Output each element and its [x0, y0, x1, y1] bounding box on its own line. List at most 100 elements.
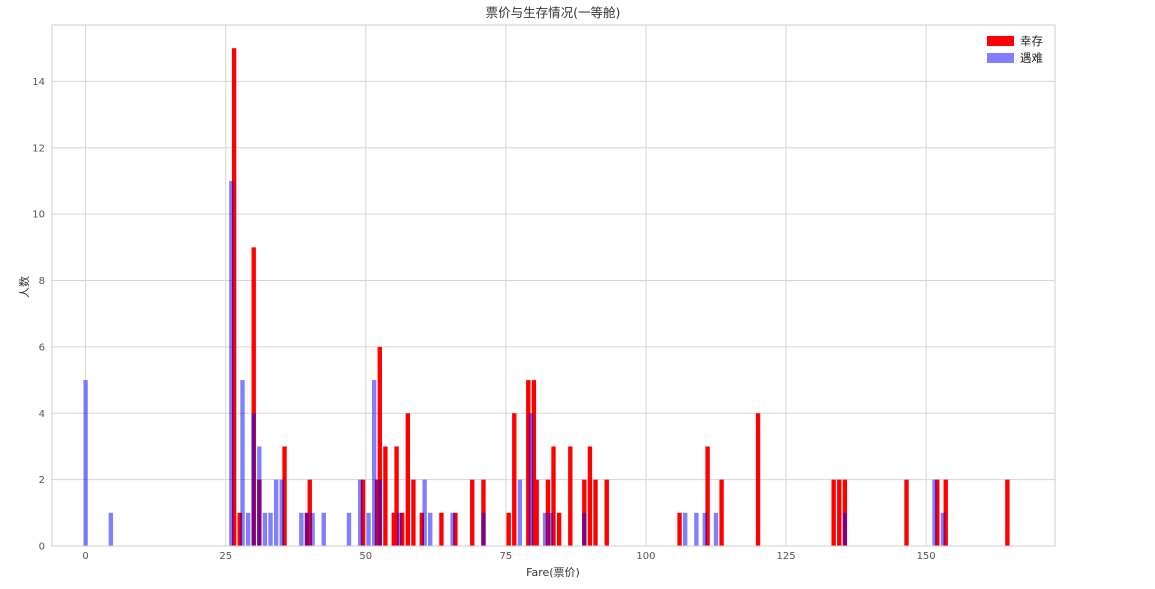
survived-bar — [383, 446, 388, 546]
survived-bar — [360, 479, 366, 546]
died-bar — [481, 512, 486, 546]
plot-frame — [51, 24, 1056, 547]
died-bar — [273, 479, 279, 546]
died-bar — [83, 380, 88, 546]
survived-bar — [904, 479, 909, 546]
died-bar — [257, 446, 262, 546]
survived-bar — [755, 413, 761, 546]
legend-label-survived: 幸存 — [1020, 34, 1043, 48]
survived-bar — [405, 413, 410, 546]
x-tick-label: 100 — [636, 551, 655, 562]
survived-bar — [556, 512, 562, 546]
survived-bar — [831, 479, 836, 546]
survived-bar — [705, 446, 710, 546]
died-bar — [358, 479, 363, 546]
died-bar — [682, 512, 688, 546]
survived-bar — [837, 479, 842, 546]
x-tick-label: 0 — [82, 551, 88, 562]
survived-bar — [1005, 479, 1010, 546]
survived-bars — [231, 48, 1010, 546]
y-tick-label: 6 — [39, 342, 45, 353]
survived-bar — [526, 380, 531, 546]
x-tick-label: 150 — [917, 551, 936, 562]
legend-swatch-survived — [987, 36, 1014, 46]
died-bar — [582, 512, 587, 546]
survived-bar — [582, 479, 587, 546]
died-bar — [528, 413, 534, 546]
died-bar — [940, 512, 946, 546]
died-bar — [279, 479, 284, 546]
died-bar — [548, 512, 553, 546]
survived-bar — [377, 346, 382, 546]
died-bars — [83, 180, 946, 546]
died-bar — [377, 479, 382, 546]
survived-bar — [481, 479, 486, 546]
died-bar — [372, 380, 377, 546]
survived-bar — [506, 512, 511, 546]
died-bar — [713, 512, 719, 546]
survived-bar — [374, 479, 380, 546]
survived-bar — [545, 479, 551, 546]
died-bar — [229, 180, 234, 546]
survived-bar — [587, 446, 593, 546]
chart-title: 票价与生存情况(一等舱) — [486, 5, 621, 20]
y-tick-label: 2 — [39, 475, 45, 486]
legend: 幸存 遇难 — [987, 34, 1043, 65]
died-bar — [299, 512, 304, 546]
survived-bar — [551, 446, 556, 546]
survived-bar — [677, 512, 682, 546]
survived-bar — [568, 446, 573, 546]
y-tick-label: 10 — [32, 210, 45, 221]
legend-label-died: 遇难 — [1020, 51, 1043, 65]
died-bar — [245, 512, 251, 546]
survived-bar — [531, 380, 537, 546]
y-tick-labels: 0 2 4 6 8 10 12 14 — [32, 77, 45, 553]
died-bar — [262, 512, 268, 546]
died-bar — [346, 512, 352, 546]
survived-bar — [604, 479, 609, 546]
x-tick-labels: 0 25 50 75 100 125 150 — [82, 551, 935, 562]
survived-bar — [282, 446, 287, 546]
survived-bar — [231, 48, 237, 546]
x-tick-label: 125 — [776, 551, 795, 562]
died-bar — [842, 512, 848, 546]
survived-bar — [394, 446, 399, 546]
survived-bar — [470, 479, 475, 546]
survived-bar — [419, 512, 425, 546]
y-tick-label: 0 — [39, 542, 45, 553]
survived-bar — [534, 479, 539, 546]
died-bar — [932, 479, 937, 546]
died-bar — [108, 512, 114, 546]
died-bar — [422, 479, 427, 546]
y-tick-label: 4 — [39, 409, 45, 420]
survived-bar — [391, 512, 396, 546]
died-bar — [321, 512, 326, 546]
survived-bar — [411, 479, 416, 546]
died-bar — [251, 413, 256, 546]
died-bar — [366, 512, 371, 546]
survived-bar — [237, 512, 242, 546]
y-tick-label: 8 — [39, 276, 45, 287]
survived-bar — [842, 479, 848, 546]
y-axis-label: 人数 — [18, 276, 31, 298]
y-tick-label: 12 — [32, 143, 45, 154]
survived-bar — [307, 479, 312, 546]
died-bar — [268, 512, 273, 546]
survived-bar — [719, 479, 724, 546]
died-bar — [304, 512, 310, 546]
y-tick-label: 14 — [32, 77, 45, 88]
survived-bar — [593, 479, 598, 546]
legend-swatch-died — [987, 53, 1014, 63]
died-bar — [702, 512, 707, 546]
died-bar — [310, 512, 315, 546]
survived-bar — [251, 247, 256, 546]
survived-bar — [400, 512, 405, 546]
survived-bar — [935, 479, 940, 546]
survived-bar — [512, 413, 517, 546]
died-bar — [450, 512, 455, 546]
survived-bar — [439, 512, 444, 546]
x-tick-label: 50 — [359, 551, 372, 562]
died-bar — [397, 512, 402, 546]
